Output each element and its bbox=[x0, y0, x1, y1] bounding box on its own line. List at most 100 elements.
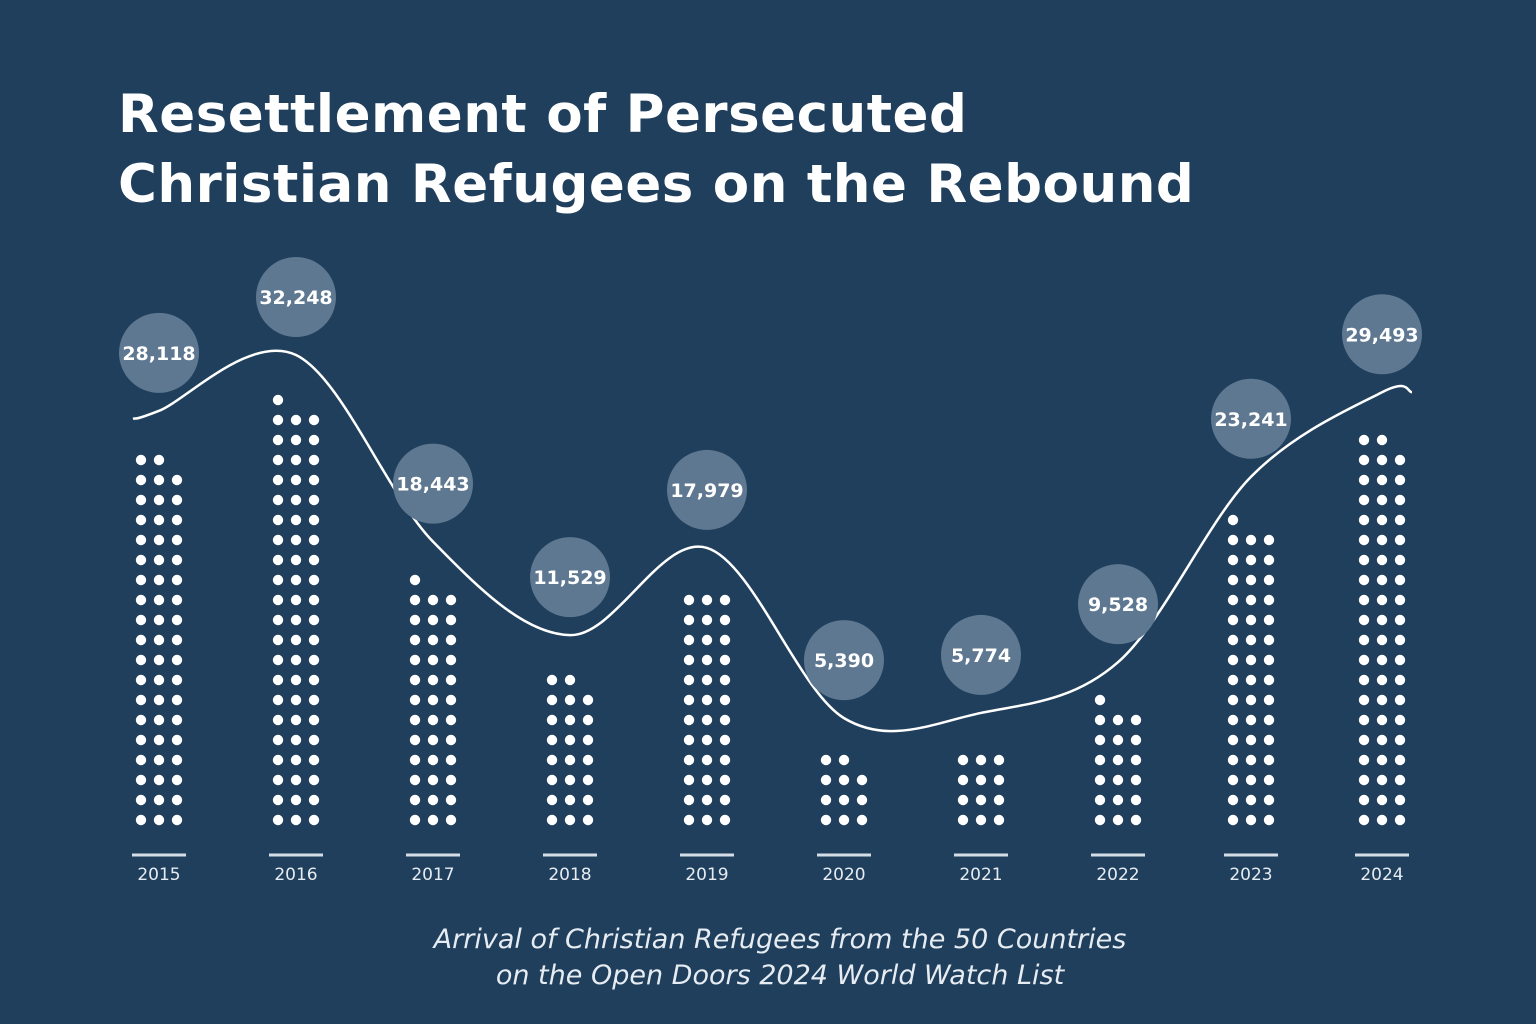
dot-mark bbox=[719, 694, 731, 706]
dot-mark bbox=[1112, 754, 1124, 766]
dot-mark bbox=[290, 594, 302, 606]
dot-mark bbox=[290, 574, 302, 586]
dot-mark bbox=[1263, 794, 1275, 806]
dot-mark bbox=[153, 554, 165, 566]
dot-mark bbox=[135, 694, 147, 706]
dot-mark bbox=[1263, 674, 1275, 686]
dot-mark bbox=[1263, 694, 1275, 706]
dot-mark bbox=[1245, 794, 1257, 806]
dot-mark bbox=[719, 654, 731, 666]
dot-mark bbox=[171, 734, 183, 746]
dot-mark bbox=[683, 674, 695, 686]
dot-mark bbox=[272, 754, 284, 766]
dot-mark bbox=[171, 814, 183, 826]
dot-mark bbox=[153, 754, 165, 766]
dot-mark bbox=[290, 494, 302, 506]
dot-mark bbox=[1227, 674, 1239, 686]
dot-mark bbox=[1130, 734, 1142, 746]
dot-mark bbox=[445, 654, 457, 666]
dot-mark bbox=[1394, 534, 1406, 546]
dot-mark bbox=[153, 814, 165, 826]
dot-mark bbox=[1112, 814, 1124, 826]
dot-mark bbox=[683, 734, 695, 746]
dot-mark bbox=[308, 534, 320, 546]
dot-mark bbox=[272, 814, 284, 826]
x-tick-label: 2022 bbox=[1096, 865, 1139, 885]
dot-mark bbox=[171, 574, 183, 586]
dot-mark bbox=[308, 654, 320, 666]
dot-mark bbox=[308, 454, 320, 466]
dot-mark bbox=[290, 414, 302, 426]
dot-mark bbox=[1358, 554, 1370, 566]
dot-mark bbox=[153, 574, 165, 586]
dot-mark bbox=[719, 754, 731, 766]
dot-mark bbox=[153, 474, 165, 486]
dot-mark bbox=[719, 814, 731, 826]
dot-mark bbox=[171, 474, 183, 486]
dot-mark bbox=[135, 754, 147, 766]
dot-mark bbox=[1130, 774, 1142, 786]
dot-mark bbox=[135, 734, 147, 746]
dot-mark bbox=[171, 654, 183, 666]
dot-mark bbox=[701, 754, 713, 766]
dot-mark bbox=[582, 814, 594, 826]
dot-mark bbox=[1263, 654, 1275, 666]
dot-mark bbox=[445, 694, 457, 706]
dot-mark bbox=[272, 734, 284, 746]
dot-mark bbox=[1376, 434, 1388, 446]
dot-mark bbox=[445, 674, 457, 686]
dot-mark bbox=[290, 514, 302, 526]
dot-mark bbox=[1245, 774, 1257, 786]
dot-mark bbox=[171, 634, 183, 646]
dot-mark bbox=[975, 754, 987, 766]
dot-mark bbox=[1227, 734, 1239, 746]
dot-mark bbox=[153, 454, 165, 466]
dot-mark bbox=[272, 794, 284, 806]
dot-mark bbox=[957, 794, 969, 806]
dot-mark bbox=[582, 694, 594, 706]
dot-mark bbox=[171, 514, 183, 526]
dot-mark bbox=[308, 754, 320, 766]
dot-mark bbox=[1245, 714, 1257, 726]
dot-mark bbox=[135, 514, 147, 526]
dot-mark bbox=[427, 734, 439, 746]
dot-mark bbox=[1358, 694, 1370, 706]
dot-mark bbox=[290, 754, 302, 766]
dot-mark bbox=[427, 794, 439, 806]
dot-mark bbox=[1358, 754, 1370, 766]
dot-mark bbox=[1394, 774, 1406, 786]
dot-mark bbox=[1394, 814, 1406, 826]
dot-mark bbox=[1394, 654, 1406, 666]
dot-mark bbox=[1112, 794, 1124, 806]
dot-mark bbox=[1227, 614, 1239, 626]
dot-mark bbox=[135, 634, 147, 646]
dot-mark bbox=[701, 774, 713, 786]
x-tick-label: 2018 bbox=[548, 865, 591, 885]
value-bubble bbox=[530, 537, 610, 618]
dot-mark bbox=[290, 694, 302, 706]
dot-mark bbox=[272, 454, 284, 466]
dot-mark bbox=[1376, 754, 1388, 766]
dot-mark bbox=[308, 474, 320, 486]
dot-mark bbox=[719, 774, 731, 786]
dot-mark bbox=[171, 534, 183, 546]
dot-mark bbox=[153, 614, 165, 626]
dot-mark bbox=[1227, 634, 1239, 646]
dot-mark bbox=[427, 774, 439, 786]
dot-mark bbox=[719, 614, 731, 626]
dot-mark bbox=[135, 594, 147, 606]
dot-mark bbox=[1263, 554, 1275, 566]
dot-mark bbox=[701, 714, 713, 726]
dot-mark bbox=[1263, 614, 1275, 626]
dot-mark bbox=[135, 774, 147, 786]
dot-mark bbox=[308, 634, 320, 646]
dot-mark bbox=[1112, 734, 1124, 746]
dot-mark bbox=[1376, 814, 1388, 826]
dot-mark bbox=[1358, 654, 1370, 666]
dot-mark bbox=[445, 774, 457, 786]
dot-mark bbox=[272, 554, 284, 566]
dot-mark bbox=[701, 614, 713, 626]
dot-mark bbox=[290, 534, 302, 546]
dot-mark bbox=[1130, 794, 1142, 806]
